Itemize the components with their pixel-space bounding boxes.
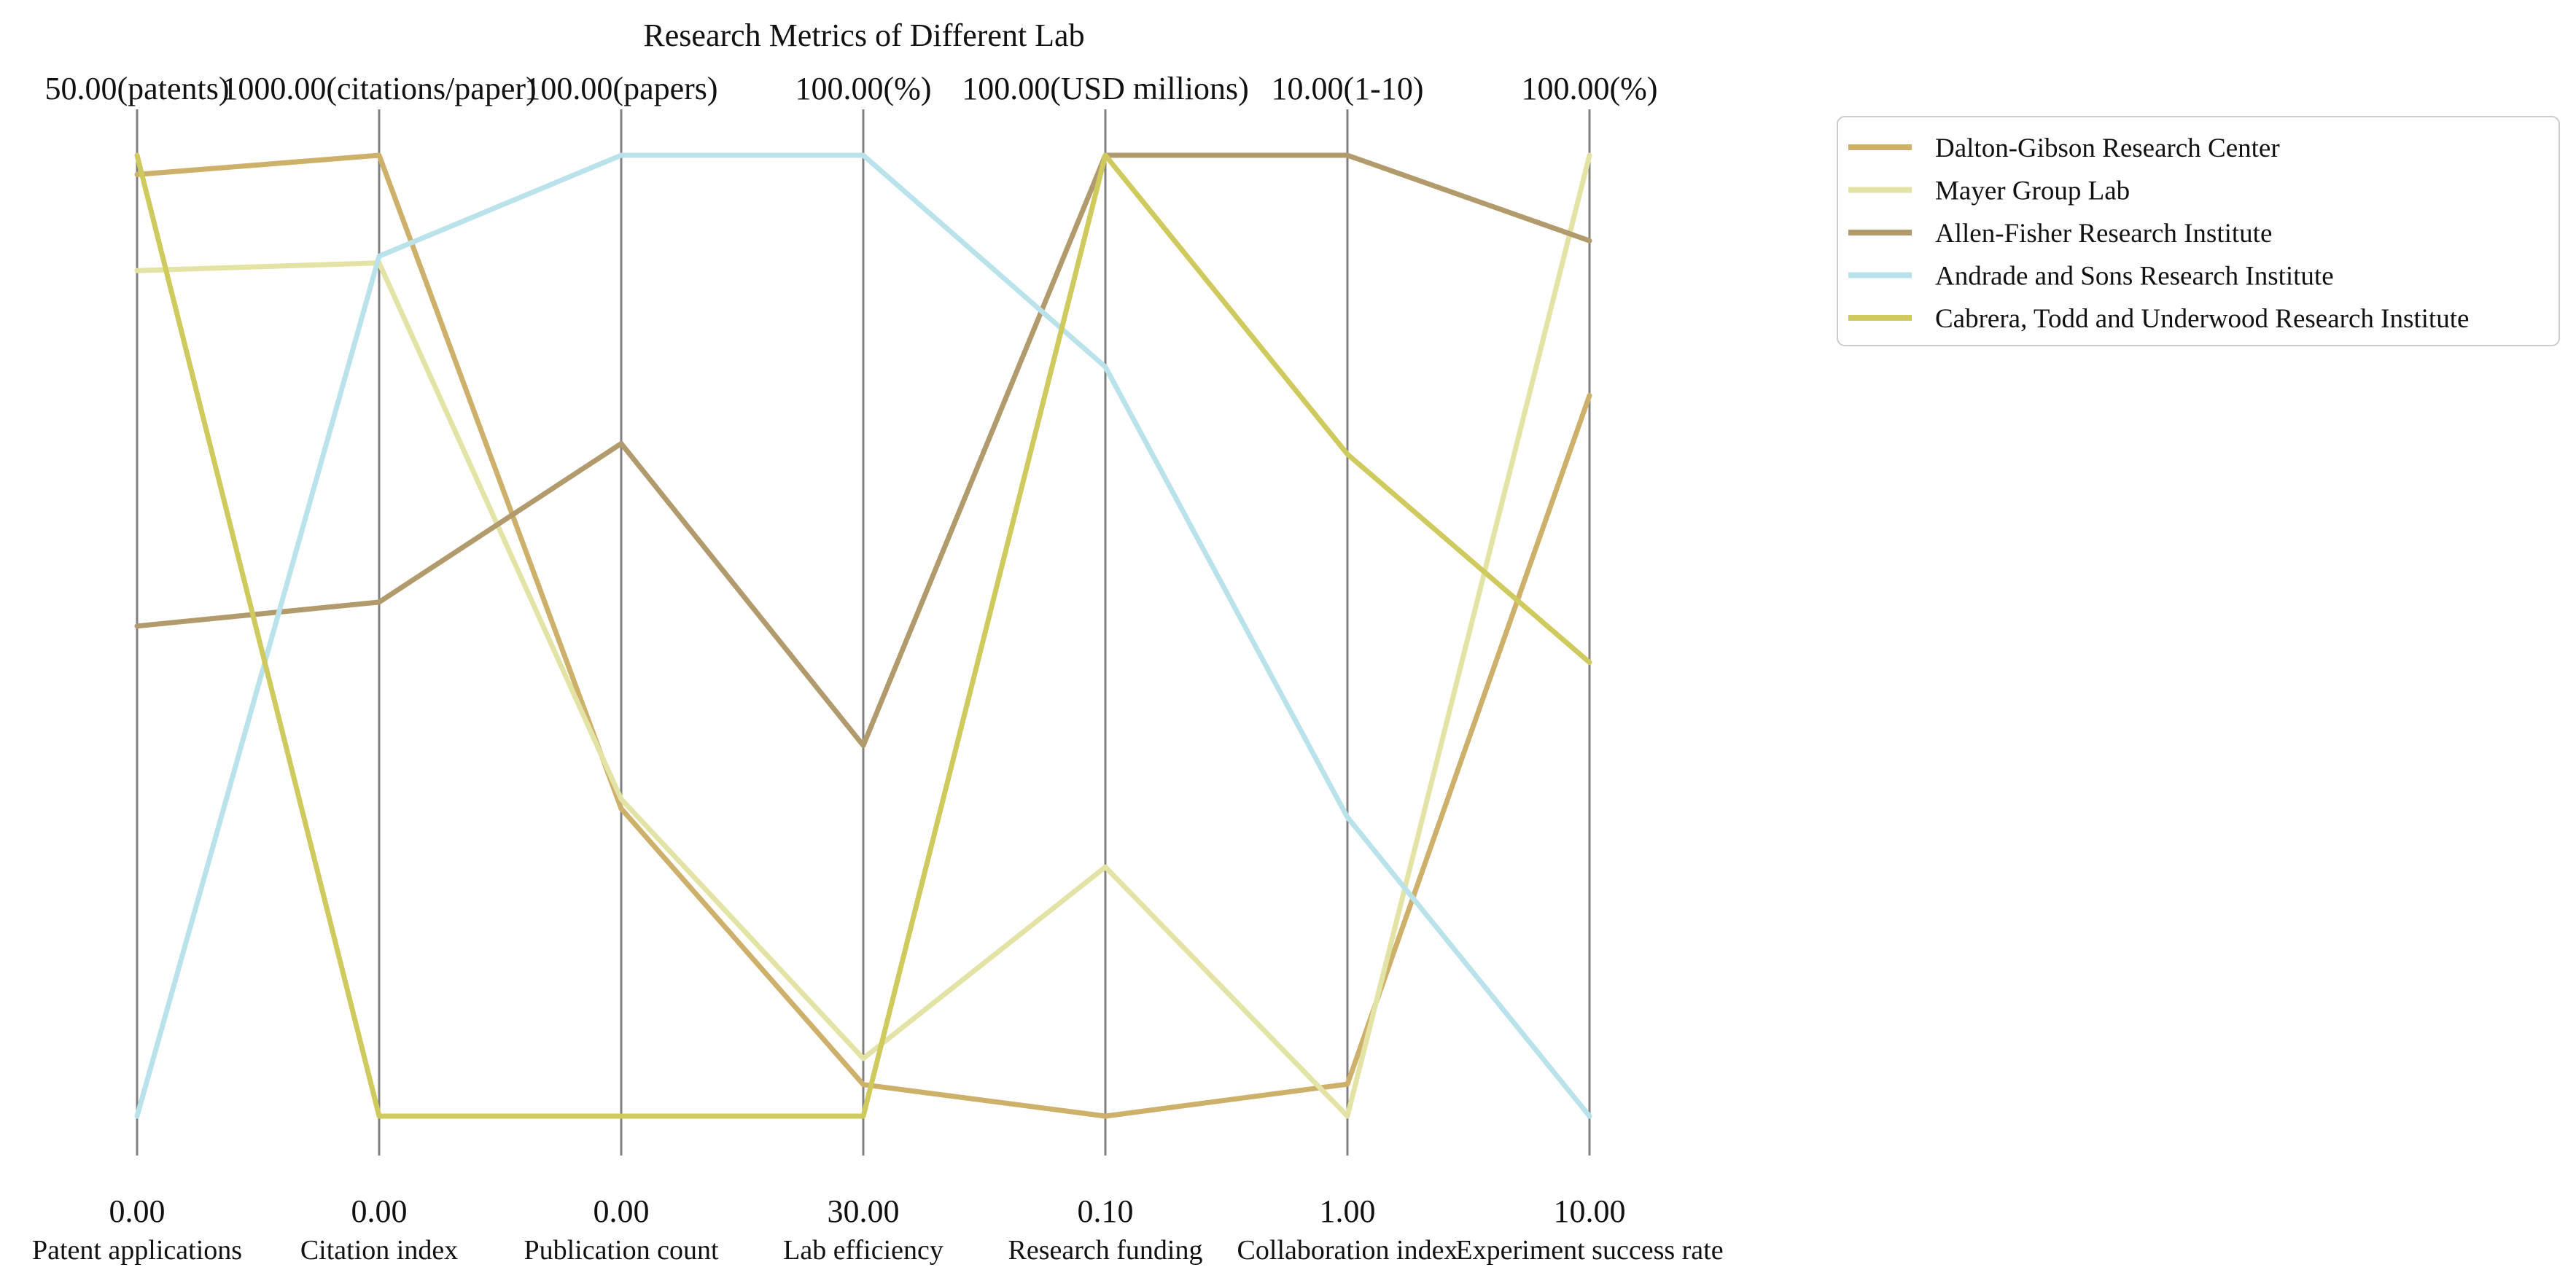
axis-min-label: 1.00 bbox=[1320, 1193, 1376, 1229]
axis-max-label: 100.00(USD millions) bbox=[962, 71, 1249, 106]
series-line-1 bbox=[134, 152, 1592, 1119]
legend-label: Allen-Fisher Research Institute bbox=[1935, 219, 2272, 249]
axis-name: Collaboration index bbox=[1237, 1235, 1458, 1266]
legend-item: Andrade and Sons Research Institute bbox=[1848, 262, 2334, 292]
axis-min-label: 0.00 bbox=[351, 1193, 408, 1229]
axis-4: 100.00(%) 30.00 Lab efficiency bbox=[783, 71, 943, 1266]
legend-item: Mayer Group Lab bbox=[1848, 176, 2130, 206]
axis-max-label: 100.00(%) bbox=[1522, 71, 1658, 106]
axis-max-label: 50.00(patents) bbox=[45, 71, 230, 106]
legend-label: Mayer Group Lab bbox=[1935, 176, 2130, 206]
axis-name: Citation index bbox=[300, 1235, 458, 1266]
axis-min-label: 30.00 bbox=[828, 1193, 900, 1229]
axis-1: 50.00(patents) 0.00 Patent applications bbox=[32, 71, 242, 1266]
axis-name: Publication count bbox=[524, 1235, 718, 1266]
axis-7: 100.00(%) 10.00 Experiment success rate bbox=[1455, 71, 1723, 1266]
axis-3: 100.00(papers) 0.00 Publication count bbox=[524, 71, 718, 1266]
axis-2: 1000.00(citations/paper) 0.00 Citation ind… bbox=[222, 71, 536, 1266]
axis-max-label: 100.00(papers) bbox=[524, 71, 717, 106]
legend-label: Andrade and Sons Research Institute bbox=[1935, 262, 2334, 292]
legend: Dalton-Gibson Research Center Mayer Group… bbox=[1837, 116, 2560, 346]
legend-item: Dalton-Gibson Research Center bbox=[1848, 133, 2280, 163]
axis-min-label: 10.00 bbox=[1554, 1193, 1626, 1229]
legend-item: Cabrera, Todd and Underwood Research Ins… bbox=[1848, 304, 2469, 334]
legend-item: Allen-Fisher Research Institute bbox=[1848, 219, 2272, 249]
chart-title: Research Metrics of Different Lab bbox=[643, 17, 1084, 53]
axis-6: 10.00(1-10) 1.00 Collaboration index bbox=[1237, 71, 1458, 1266]
axis-min-label: 0.00 bbox=[109, 1193, 166, 1229]
axis-name: Research funding bbox=[1008, 1235, 1203, 1266]
axis-5: 100.00(USD millions) 0.10 Research funding bbox=[962, 71, 1249, 1266]
series-line-5 bbox=[134, 152, 1592, 1119]
axis-max-label: 100.00(%) bbox=[795, 71, 932, 106]
axis-name: Experiment success rate bbox=[1455, 1235, 1723, 1266]
axis-min-label: 0.10 bbox=[1078, 1193, 1134, 1229]
series-lines bbox=[134, 152, 1592, 1119]
axis-max-label: 10.00(1-10) bbox=[1272, 71, 1424, 106]
legend-box bbox=[1837, 116, 2560, 346]
axis-max-label: 1000.00(citations/paper) bbox=[222, 71, 536, 106]
legend-label: Cabrera, Todd and Underwood Research Ins… bbox=[1935, 304, 2469, 334]
axis-min-label: 0.00 bbox=[594, 1193, 650, 1229]
series-line-3 bbox=[134, 152, 1592, 749]
legend-label: Dalton-Gibson Research Center bbox=[1935, 133, 2280, 163]
series-line-4 bbox=[134, 152, 1592, 1119]
axis-name: Lab efficiency bbox=[783, 1235, 943, 1266]
axis-name: Patent applications bbox=[32, 1235, 242, 1266]
